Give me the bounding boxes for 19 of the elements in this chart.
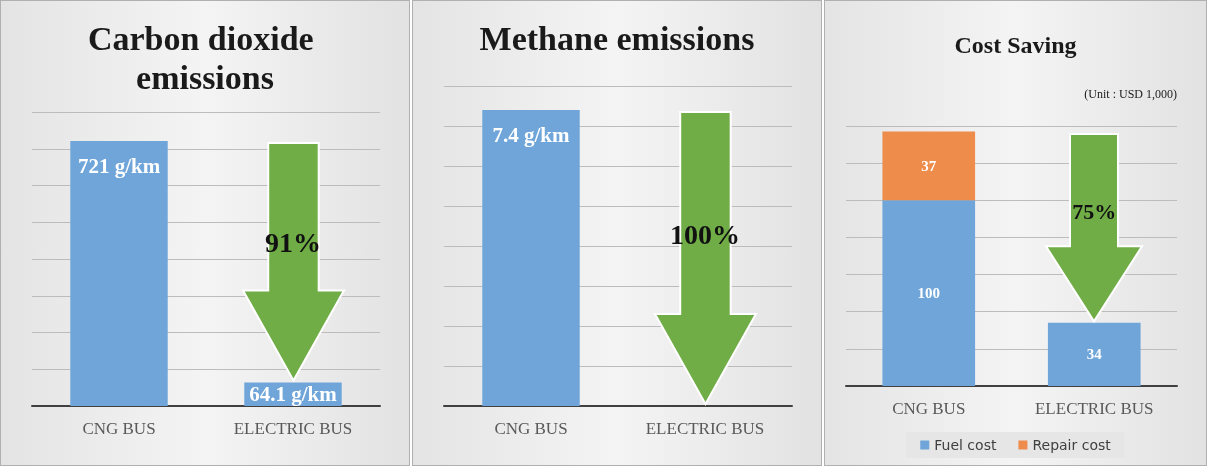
x-tick-label: ELECTRIC BUS	[233, 419, 353, 438]
x-tick-label: CNG BUS	[892, 399, 966, 418]
legend-label: Fuel cost	[934, 437, 997, 453]
text: (Unit : USD 1,000)	[1084, 87, 1178, 101]
x-tick-label: CNG BUS	[494, 419, 568, 438]
chart-title: Carbon dioxide emissions	[87, 20, 323, 97]
x-tick-label: ELECTRIC BUS	[645, 419, 765, 438]
chart-title: Cost Saving	[954, 31, 1077, 58]
annotation: 75%	[1071, 199, 1118, 226]
x-tick-label: CNG BUS	[82, 419, 156, 438]
data-label: 721 g/km	[77, 153, 161, 178]
data-label: 64.1 g/km	[249, 382, 338, 407]
legend-label: Repair cost	[1032, 437, 1112, 453]
data-label: 34	[1086, 346, 1103, 363]
chart-title: Methane emissions	[479, 20, 755, 58]
data-label: 7.4 g/km	[492, 122, 571, 147]
data-label: 100	[917, 285, 940, 302]
data-label: 37	[921, 157, 937, 174]
x-tick-label: ELECTRIC BUS	[1034, 399, 1154, 418]
